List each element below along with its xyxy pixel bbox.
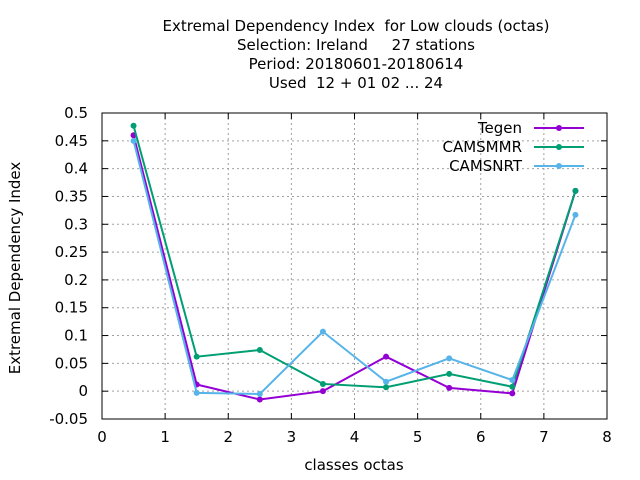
x-tick-label: 1: [160, 428, 170, 446]
x-tick-label: 8: [602, 428, 612, 446]
axis-ticks: 0 1 2 3 4 5 6 7 8 -0.05 0 0.05 0.1 0.15 0.2 0.25 0.3 0.35…: [49, 104, 612, 446]
data-point-camsmmr: [509, 383, 516, 390]
legend-marker-camsnrt: [556, 163, 562, 169]
plot-frame: [101, 112, 608, 420]
x-tick-label: 7: [539, 428, 549, 446]
data-point-camsnrt: [319, 328, 326, 335]
y-tick-label: 0.05: [55, 354, 88, 372]
x-tick-label: 0: [97, 428, 107, 446]
legend-label-camsmmr: CAMSMMR: [442, 138, 522, 156]
y-tick-label: 0.5: [64, 104, 88, 122]
y-tick-label: 0: [78, 382, 88, 400]
data-point-camsnrt: [509, 377, 516, 384]
series-line-camsmmr: [132, 125, 577, 389]
legend-label-tegen: Tegen: [477, 119, 522, 137]
data-point-camsnrt: [130, 137, 137, 144]
chart-title-line-3: Period: 20180601-20180614: [248, 55, 464, 73]
series-lines: [130, 122, 579, 403]
data-point-camsmmr: [319, 380, 326, 387]
data-point-camsmmr: [256, 347, 263, 354]
y-tick-label: 0.15: [55, 299, 88, 317]
legend-marker-tegen: [556, 125, 562, 131]
data-point-camsmmr: [130, 122, 137, 129]
data-point-tegen: [446, 384, 453, 391]
data-point-camsmmr: [383, 384, 390, 391]
x-tick-label: 3: [287, 428, 297, 446]
data-point-tegen: [383, 353, 390, 360]
x-tick-label: 4: [350, 428, 360, 446]
data-point-camsmmr: [572, 187, 579, 194]
y-tick-label: 0.35: [55, 187, 88, 205]
series-line-camsnrt: [132, 140, 577, 395]
x-tick-label: 5: [413, 428, 423, 446]
data-point-camsnrt: [446, 355, 453, 362]
data-point-camsnrt: [572, 211, 579, 218]
chart-title-line-4: Used 12 + 01 02 ... 24: [268, 74, 444, 92]
x-tick-label: 2: [223, 428, 233, 446]
y-tick-label: -0.05: [49, 410, 88, 428]
y-tick-label: 0.2: [64, 271, 88, 289]
data-point-tegen: [509, 390, 516, 397]
y-tick-label: 0.3: [64, 215, 88, 233]
x-tick-label: 6: [476, 428, 486, 446]
y-tick-label: 0.1: [64, 327, 88, 345]
chart-title-line-1: Extremal Dependency Index for Low clouds…: [162, 17, 550, 35]
legend-marker-camsmmr: [556, 144, 562, 150]
y-tick-label: 0.45: [55, 132, 88, 150]
x-axis-label: classes octas: [304, 456, 404, 474]
chart-title-line-2: Selection: Ireland 27 stations: [237, 36, 475, 54]
legend-label-camsnrt: CAMSNRT: [449, 157, 523, 175]
series-line-tegen: [132, 135, 577, 401]
data-point-camsnrt: [256, 390, 263, 397]
data-point-camsmmr: [193, 353, 200, 360]
data-point-camsnrt: [383, 378, 390, 385]
y-tick-label: 0.25: [55, 243, 88, 261]
data-point-tegen: [319, 388, 326, 395]
data-point-camsmmr: [446, 370, 453, 377]
data-point-camsnrt: [193, 389, 200, 396]
data-point-tegen: [256, 396, 263, 403]
grid-lines: [102, 113, 607, 419]
y-tick-label: 0.4: [64, 160, 88, 178]
y-axis-label: Extremal Dependency Index: [6, 162, 24, 375]
